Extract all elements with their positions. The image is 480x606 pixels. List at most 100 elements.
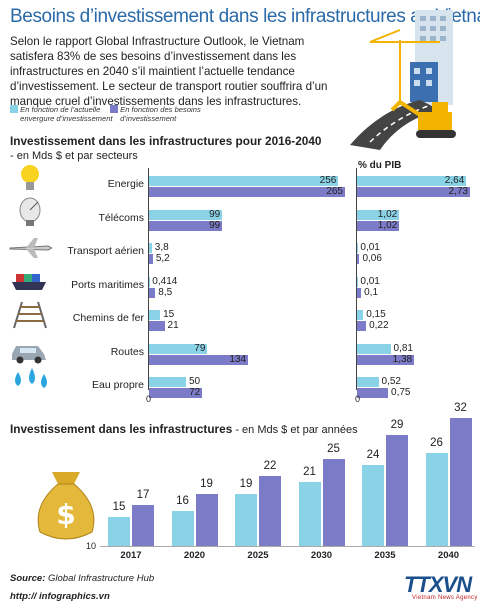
value-pib-telecoms-needs: 1,02	[377, 219, 398, 231]
value-2020-current: 16	[176, 495, 189, 508]
year-label-2035: 2035	[374, 550, 396, 561]
bar-2020-current	[171, 511, 194, 546]
bar-pib-energie-needs	[357, 187, 470, 197]
svg-text:$: $	[56, 498, 75, 531]
value-pib-routes-current: 0,81	[393, 342, 413, 354]
value-2040-needs: 32	[454, 402, 467, 414]
source-value: Global Infrastructure Hub	[45, 573, 155, 584]
bar-pib-routes-needs	[357, 354, 415, 365]
airplane-icon	[9, 238, 52, 258]
bar-mds-transport-aerien-current	[149, 243, 152, 253]
value-2020-needs: 19	[200, 477, 213, 490]
bar-mds-energie-needs	[149, 187, 345, 197]
year-label-2020: 2020	[183, 550, 206, 561]
section1-title: Investissement dans les infrastructures …	[10, 134, 322, 148]
bar-2025-current	[235, 493, 257, 546]
bar-mds-eau-propre-current	[149, 377, 186, 387]
category-label-routes: Routes	[110, 345, 144, 358]
legend-needs-line1: En fonction des besoins	[120, 105, 201, 114]
value-pib-ports-maritimes-needs: 0,1	[364, 286, 379, 298]
left-axis-zero: 0	[146, 394, 152, 404]
bar-pib-telecoms-needs	[357, 220, 400, 231]
year-label-2040: 2040	[437, 550, 460, 561]
bar-2040-current	[425, 452, 448, 546]
intro-paragraph: Selon le rapport Global Infrastructure O…	[10, 35, 328, 108]
value-pib-routes-needs: 1,38	[392, 353, 413, 365]
category-label-telecoms: Télécoms	[98, 211, 144, 224]
value-pib-telecoms-current: 1,02	[377, 208, 398, 220]
legend-current-line2: envergure d’investissement	[20, 114, 113, 123]
value-2030-current: 21	[303, 466, 316, 478]
water-drops-icon	[15, 368, 47, 388]
category-label-energie: Energie	[107, 178, 144, 190]
pib-header: % du PIB	[358, 160, 402, 171]
category-label-chemins-de-fer: Chemins de fer	[72, 312, 144, 324]
sector-icons	[9, 165, 52, 388]
value-mds-chemins-de-fer-current: 15	[163, 309, 175, 320]
legend-current: En fonction de l’actuelle envergure d’in…	[10, 105, 113, 123]
source-credit: Source: Global Infrastructure Hub	[10, 573, 154, 584]
value-mds-energie-needs: 265	[326, 186, 343, 197]
value-mds-routes-current: 79	[194, 342, 206, 354]
value-2040-current: 26	[430, 436, 443, 449]
value-pib-chemins-de-fer-current: 0,15	[366, 309, 386, 320]
value-mds-telecoms-current: 99	[209, 208, 221, 220]
year-label-2017: 2017	[120, 550, 142, 561]
source-label: Source:	[10, 573, 46, 584]
bar-2030-needs	[322, 458, 345, 546]
bar-mds-routes-current	[149, 343, 208, 354]
site-link[interactable]: http:// infographics.vn	[10, 591, 110, 602]
bar-pib-routes-current	[357, 343, 391, 354]
value-mds-routes-needs: 134	[229, 353, 247, 365]
money-bag-icon: $	[37, 472, 95, 540]
section2-subtitle: - en Mds $ et par années	[232, 424, 358, 436]
value-pib-transport-aerien-current: 0,01	[360, 242, 380, 253]
bar-mds-eau-propre-needs	[149, 388, 203, 398]
value-mds-ports-maritimes-needs: 8,5	[158, 286, 173, 298]
value-mds-ports-maritimes-current: 0,414	[152, 275, 178, 287]
value-mds-transport-aerien-needs: 5,2	[155, 253, 170, 264]
section2-heading: Investissement dans les infrastructures …	[10, 422, 358, 436]
value-mds-telecoms-needs: 99	[209, 219, 221, 231]
year-label-2030: 2030	[310, 550, 333, 561]
value-mds-transport-aerien-current: 3,8	[154, 242, 169, 253]
bar-2017-current	[108, 516, 130, 546]
car-icon	[12, 346, 46, 364]
bar-pib-chemins-de-fer-needs	[357, 321, 367, 331]
bar-pib-telecoms-current	[357, 209, 400, 220]
bar-pib-eau-propre-needs	[357, 388, 389, 398]
value-2035-current: 24	[366, 448, 380, 461]
container-ship-icon	[12, 274, 46, 290]
bar-mds-ports-maritimes-needs	[149, 287, 156, 298]
bar-mds-transport-aerien-needs	[149, 254, 153, 264]
bar-2030-current	[298, 482, 321, 546]
value-pib-energie-current: 2,64	[444, 175, 465, 186]
value-pib-eau-propre-current: 0,52	[381, 376, 401, 387]
bar-pib-ports-maritimes-needs	[357, 287, 362, 298]
satellite-dish-icon	[19, 197, 41, 226]
bar-2040-needs	[449, 418, 472, 546]
page-title: Besoins d’investissement dans les infras…	[10, 6, 480, 27]
bar-2035-current	[362, 464, 384, 546]
value-mds-eau-propre-current: 50	[188, 376, 201, 387]
right-axis-line	[356, 168, 357, 390]
bar-mds-routes-needs	[149, 354, 249, 365]
left-axis-line	[148, 168, 149, 390]
bar-pib-chemins-de-fer-current	[357, 310, 364, 320]
legend-needs-line2: d’investissement	[120, 114, 177, 123]
bar-mds-energie-current	[149, 176, 339, 186]
bar-2025-needs	[259, 476, 281, 546]
section1-subtitle: - en Mds $ et par secteurs	[10, 150, 138, 162]
value-pib-chemins-de-fer-needs: 0,22	[369, 320, 389, 331]
legend-current-line1: En fonction de l’actuelle	[20, 105, 101, 114]
excavator-icon	[390, 99, 456, 138]
section2-title: Investissement dans les infrastructures	[10, 422, 233, 436]
bar-mds-telecoms-current	[149, 209, 223, 220]
x-axis-line	[100, 546, 475, 547]
value-mds-chemins-de-fer-needs: 21	[167, 320, 179, 331]
railway-track-icon	[13, 301, 47, 329]
y-axis-min-label: 10	[86, 541, 97, 551]
value-pib-transport-aerien-needs: 0,06	[362, 253, 382, 264]
legend-current-swatch	[10, 105, 18, 113]
bar-mds-telecoms-needs	[149, 220, 223, 231]
